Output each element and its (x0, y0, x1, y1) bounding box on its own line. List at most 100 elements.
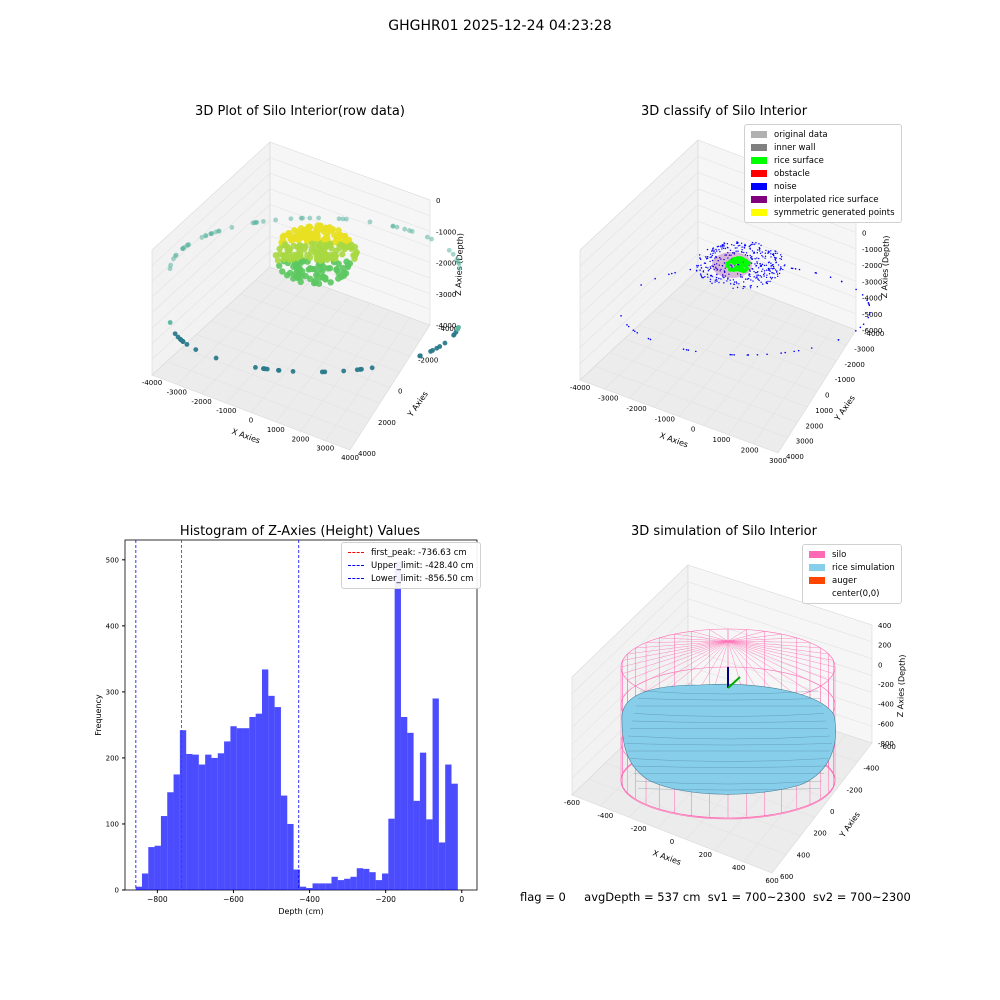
surface-mesh-line (629, 758, 829, 762)
legend-label: original data (774, 129, 828, 140)
data-point (437, 344, 443, 349)
data-point (424, 234, 430, 240)
data-point (341, 368, 347, 374)
noise-point (714, 279, 717, 281)
noise-point (718, 249, 720, 251)
noise-point (775, 261, 778, 263)
noise-point (707, 255, 709, 258)
noise-point (798, 268, 801, 271)
grid-line (275, 303, 371, 423)
noise-point (766, 353, 768, 356)
noise-point (715, 256, 718, 259)
classify-legend: original data inner wall rice surface obsta… (744, 124, 902, 223)
z-tick-label: 400 (878, 622, 891, 630)
noise-point (744, 243, 746, 246)
histogram-legend-item: Lower_limit: -856.50 cm (348, 572, 474, 585)
noise-point (779, 257, 781, 260)
surface-mesh-line (631, 765, 827, 768)
x-tick-label: 4000 (341, 454, 359, 462)
classify-legend-item: obstacle (751, 167, 895, 180)
noise-point (761, 263, 764, 266)
data-point (306, 235, 313, 242)
noise-point (766, 274, 768, 276)
legend-swatch (751, 170, 767, 177)
x-axis-label: X Axies (230, 427, 261, 446)
noise-point (776, 271, 778, 273)
noise-point (720, 278, 722, 280)
noise-point (706, 248, 709, 251)
silo-roof-wire (622, 640, 729, 661)
noise-point (791, 267, 794, 270)
histogram-bar (167, 792, 174, 890)
noise-point (752, 280, 754, 282)
histogram-bar (369, 872, 376, 890)
data-point (175, 334, 181, 340)
noise-point (729, 353, 732, 356)
x-tick-label: 400 (732, 864, 745, 872)
grid-line (697, 253, 857, 315)
grid-line (151, 251, 271, 360)
silo-roof-wire (727, 629, 747, 642)
histogram-bar (205, 754, 212, 890)
noise-point (701, 277, 703, 279)
noise-point (709, 267, 712, 270)
noise-point (727, 277, 729, 279)
noise-point (780, 352, 782, 354)
noise-point (696, 264, 698, 267)
data-point (319, 369, 325, 375)
raw-data-points (167, 215, 463, 375)
noise-point (685, 348, 688, 351)
noise-point (727, 251, 729, 254)
noise-point (719, 257, 721, 259)
classify-3d-plot: -4000 -3000 -2000 -1000 0 1000 2000 3000 -4000 -3… (570, 139, 891, 465)
noise-point (764, 257, 766, 259)
silo-roof-wire (659, 637, 729, 642)
histogram-bar (268, 695, 275, 890)
x-axis-label: X Axies (658, 431, 689, 450)
noise-point (862, 323, 865, 326)
x-tick-label: 0 (691, 426, 695, 434)
legend-swatch (751, 144, 767, 151)
noise-point (729, 283, 732, 285)
x-tick-label: -3000 (167, 388, 187, 396)
surface-mesh-line (631, 720, 827, 723)
noise-point (726, 243, 729, 245)
noise-point (735, 250, 737, 252)
y-tick-label: -4000 (864, 330, 884, 338)
data-point (457, 265, 463, 271)
noise-point (748, 269, 751, 271)
simulation-legend-item: auger (809, 574, 895, 587)
noise-point (767, 280, 769, 283)
histogram-bar (141, 873, 149, 890)
noise-point (697, 265, 700, 267)
grid-line (579, 253, 699, 364)
histogram-bar (318, 883, 326, 890)
x-tick-label: 2000 (292, 435, 310, 443)
noise-point (716, 273, 718, 276)
noise-point (768, 261, 770, 263)
noise-point (716, 268, 719, 270)
noise-point (723, 247, 725, 249)
noise-point (723, 282, 725, 284)
grid-line (687, 598, 873, 659)
data-point (167, 320, 173, 325)
noise-point (713, 263, 716, 266)
noise-point (723, 242, 726, 245)
noise-point (768, 269, 771, 271)
noise-point (731, 353, 733, 356)
z-tick-label: -1000 (862, 246, 882, 254)
rice-surface-point (736, 266, 742, 272)
grid-line (697, 237, 857, 298)
noise-point (780, 258, 783, 260)
noise-point (640, 284, 642, 286)
data-point (253, 365, 258, 370)
noise-point (748, 245, 750, 248)
noise-point (729, 279, 731, 281)
x-tick-label: -2000 (626, 405, 646, 413)
noise-point (743, 281, 745, 283)
y-tick-label: 0 (825, 392, 829, 400)
data-point (407, 228, 412, 233)
surface-mesh-line (635, 780, 823, 785)
data-point (305, 266, 312, 273)
legend-swatch (809, 577, 825, 584)
